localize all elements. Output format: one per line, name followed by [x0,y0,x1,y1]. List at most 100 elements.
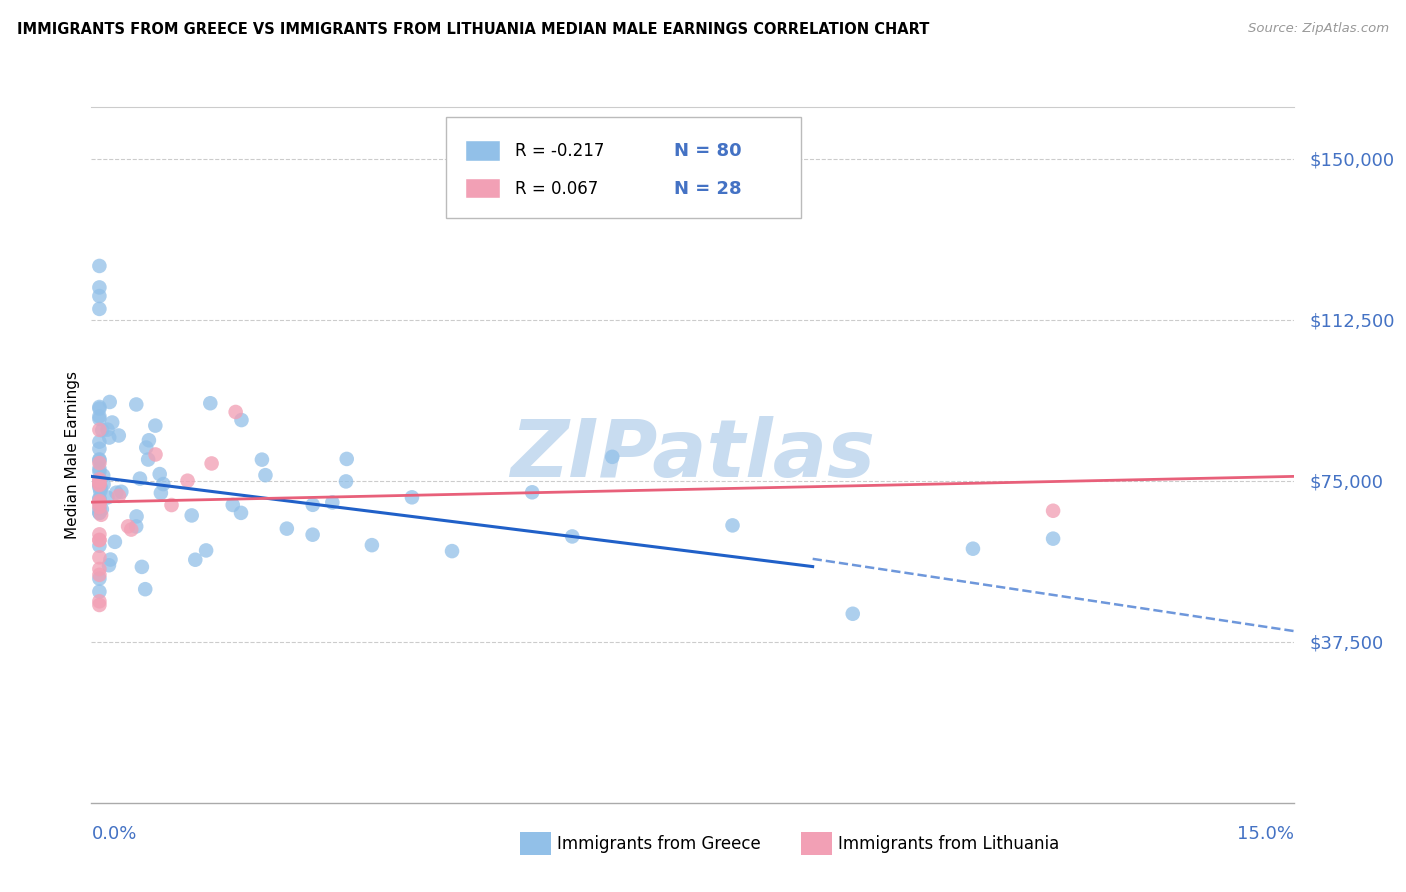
Point [100,552,122,566]
Point [120,523,142,537]
Point [721,518,744,533]
Point [110,484,132,499]
Point [125,397,148,411]
Point [89,289,111,303]
Point [98,431,121,445]
Point [89,484,111,499]
Point [98,395,121,409]
Point [301,527,323,541]
Point [131,560,153,574]
Point [89,478,111,492]
Point [1042,504,1064,518]
FancyBboxPatch shape [446,118,800,219]
Point [105,485,128,500]
Point [89,598,111,612]
Point [200,396,222,410]
Point [89,500,111,514]
Point [104,534,127,549]
Point [176,474,198,488]
Point [91,423,114,437]
Point [89,478,111,492]
Point [89,442,111,456]
Point [89,456,111,470]
Point [125,519,148,533]
Point [89,453,111,467]
Point [89,452,111,467]
Point [89,492,111,507]
Point [89,533,111,547]
Y-axis label: Median Male Earnings: Median Male Earnings [65,371,80,539]
Point [96,423,118,437]
Point [401,491,423,505]
Point [89,494,111,508]
Point [231,413,253,427]
Point [138,434,160,448]
Point [89,476,111,491]
Point [89,472,111,486]
Point [129,472,152,486]
Point [89,434,111,449]
Text: Immigrants from Greece: Immigrants from Greece [557,835,761,853]
Point [89,480,111,494]
Point [335,475,357,489]
Point [89,567,111,582]
Point [229,506,252,520]
Point [89,461,111,475]
Point [276,522,298,536]
Point [561,529,583,543]
Point [254,468,277,483]
Point [89,474,111,488]
Point [89,506,111,520]
Point [89,506,111,520]
Point [89,501,111,516]
Point [89,401,111,416]
Text: 15.0%: 15.0% [1236,825,1294,843]
Point [117,519,139,533]
Point [136,452,159,467]
Point [336,451,359,466]
Point [89,584,111,599]
Point [89,259,111,273]
Point [89,496,111,510]
Point [89,539,111,553]
Point [93,477,115,491]
Point [360,538,382,552]
Text: ZIPatlas: ZIPatlas [510,416,875,494]
Point [108,489,131,503]
Point [89,280,111,294]
Point [101,416,124,430]
Point [440,544,463,558]
Point [301,498,323,512]
Point [89,423,111,437]
Point [125,509,148,524]
FancyBboxPatch shape [467,178,501,198]
Point [145,447,167,461]
Point [160,498,183,512]
Point [602,450,624,464]
Point [89,465,111,479]
Point [89,400,111,414]
Point [89,412,111,426]
Text: IMMIGRANTS FROM GREECE VS IMMIGRANTS FROM LITHUANIA MEDIAN MALE EARNINGS CORRELA: IMMIGRANTS FROM GREECE VS IMMIGRANTS FRO… [17,22,929,37]
Point [149,486,172,500]
Point [184,552,207,566]
Text: Source: ZipAtlas.com: Source: ZipAtlas.com [1249,22,1389,36]
Point [143,418,166,433]
Point [96,491,118,505]
Point [180,508,202,523]
Point [97,558,120,573]
Point [135,441,157,455]
Text: R = -0.217: R = -0.217 [515,142,605,160]
Point [91,468,114,483]
Point [89,409,111,424]
Point [89,301,111,316]
Point [89,572,111,586]
FancyBboxPatch shape [467,141,501,161]
Text: N = 80: N = 80 [675,142,742,160]
Point [152,477,174,491]
Point [225,405,247,419]
Point [962,541,984,556]
Text: Immigrants from Lithuania: Immigrants from Lithuania [838,835,1059,853]
Point [134,582,156,597]
Point [89,550,111,565]
